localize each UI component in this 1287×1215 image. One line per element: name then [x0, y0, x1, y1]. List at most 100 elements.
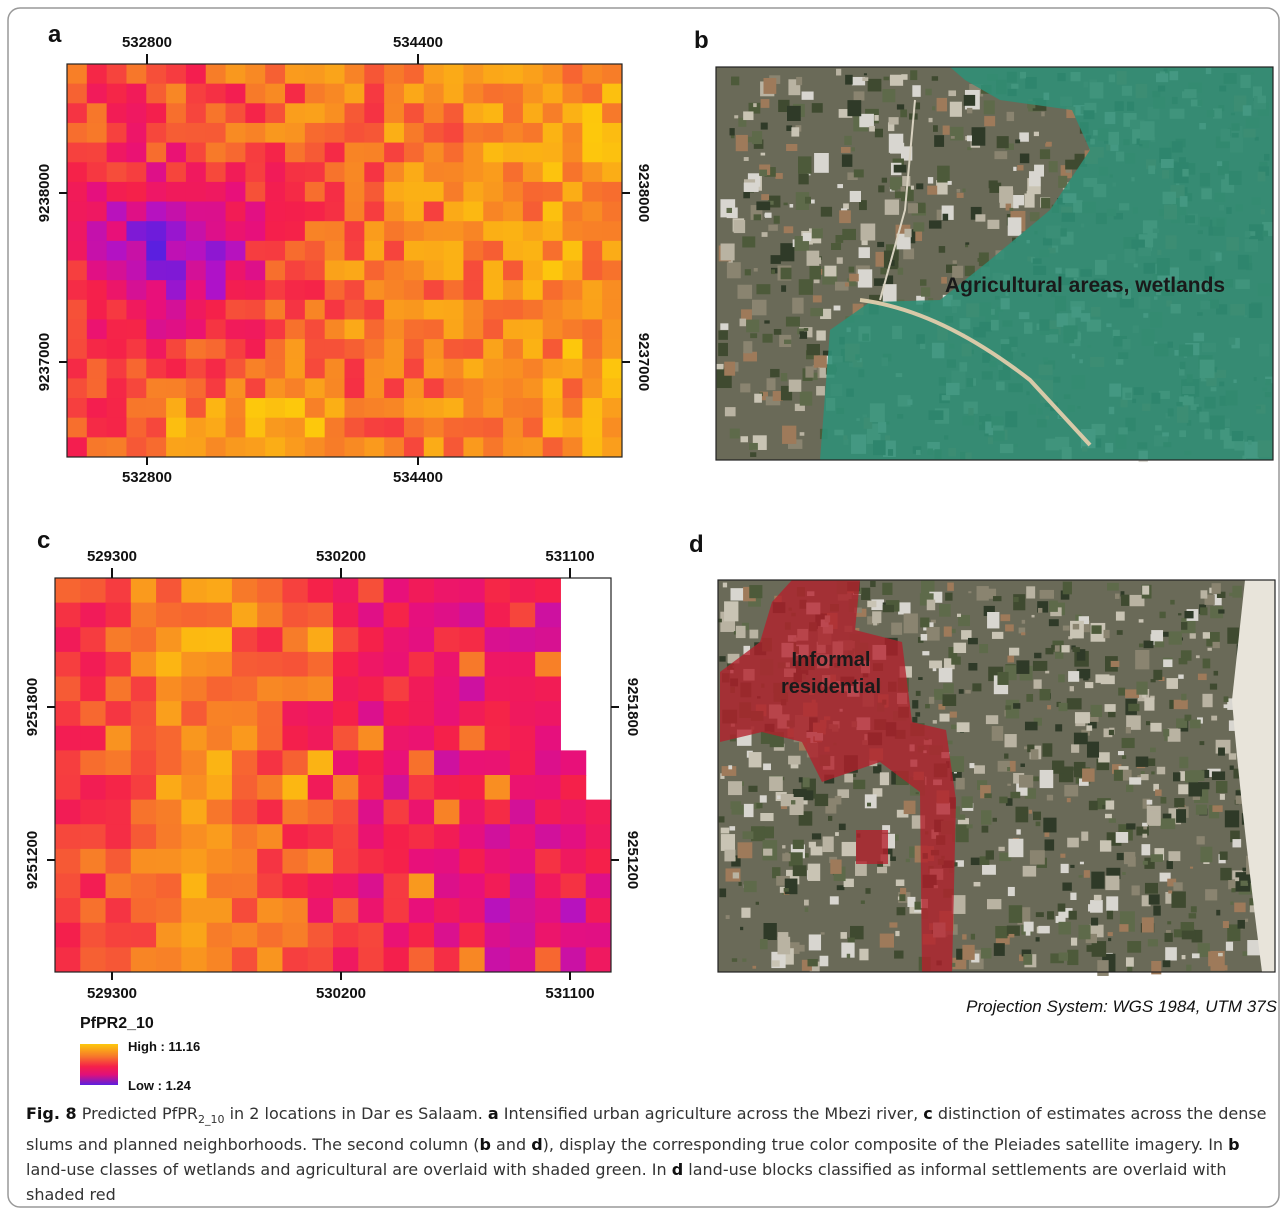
raster-cell [166, 398, 186, 418]
imagery-texture [1200, 607, 1207, 615]
raster-cell [523, 64, 543, 84]
imagery-texture [839, 210, 851, 223]
imagery-texture [1184, 611, 1193, 618]
imagery-texture [956, 778, 965, 790]
raster-cell [523, 162, 543, 182]
raster-cell [107, 319, 127, 339]
raster-cell [384, 849, 410, 874]
raster-cell [126, 378, 146, 398]
imagery-texture [967, 108, 972, 113]
raster-cell [384, 750, 410, 775]
raster-cell [444, 182, 464, 202]
imagery-texture [861, 588, 870, 600]
imagery-texture [775, 173, 782, 179]
raster-cell [444, 123, 464, 143]
raster-cell [245, 378, 265, 398]
imagery-texture [1235, 877, 1239, 881]
raster-cell [384, 726, 410, 751]
imagery-texture [718, 330, 728, 339]
imagery-texture [925, 704, 930, 708]
raster-cell [181, 947, 207, 972]
imagery-texture [1010, 792, 1020, 798]
page: a b c d Agricultural areas, wetlands Inf… [0, 0, 1287, 1215]
raster-cell [181, 701, 207, 726]
imagery-texture [1109, 730, 1114, 735]
imagery-texture [939, 714, 949, 722]
imagery-texture [962, 796, 973, 808]
imagery-texture [1005, 705, 1011, 709]
imagery-texture [734, 220, 746, 233]
raster-cell [308, 578, 334, 603]
imagery-texture [791, 127, 799, 136]
raster-cell [181, 750, 207, 775]
raster-cell [485, 652, 511, 677]
imagery-texture [760, 795, 767, 802]
imagery-texture [804, 900, 809, 906]
raster-cell [463, 339, 483, 359]
imagery-texture [1122, 738, 1135, 748]
imagery-texture [1091, 705, 1102, 717]
raster-cell [206, 103, 226, 123]
raster-cell [107, 300, 127, 320]
imagery-texture [1186, 965, 1191, 971]
imagery-texture [1009, 208, 1013, 211]
raster-cell [560, 898, 586, 923]
imagery-texture [874, 115, 878, 121]
raster-cell [582, 202, 602, 222]
raster-cell [265, 64, 285, 84]
imagery-texture [1181, 622, 1187, 630]
imagery-texture [725, 407, 736, 416]
raster-cell [207, 627, 233, 652]
raster-cell [345, 300, 365, 320]
raster-cell [333, 800, 359, 825]
raster-cell [404, 64, 424, 84]
raster-cell [384, 874, 410, 899]
imagery-texture [912, 717, 917, 723]
raster-cell [485, 800, 511, 825]
raster-cell [523, 261, 543, 281]
imagery-texture [896, 880, 905, 886]
imagery-texture [951, 725, 957, 729]
imagery-texture [916, 183, 923, 189]
imagery-texture [951, 136, 955, 139]
imagery-texture [843, 203, 849, 209]
imagery-texture [1080, 862, 1084, 865]
raster-cell [305, 103, 325, 123]
raster-cell [80, 726, 106, 751]
raster-cell [207, 750, 233, 775]
raster-cell [282, 652, 308, 677]
imagery-texture [939, 668, 953, 682]
imagery-texture [986, 850, 994, 859]
raster-cell [186, 261, 206, 281]
raster-cell [463, 280, 483, 300]
raster-cell [308, 800, 334, 825]
imagery-texture [743, 111, 753, 120]
imagery-texture [811, 846, 823, 855]
raster-cell [345, 241, 365, 261]
raster-cell [131, 800, 157, 825]
raster-cell [146, 202, 166, 222]
raster-cell [131, 874, 157, 899]
imagery-texture [1116, 612, 1125, 621]
raster-cell [345, 84, 365, 104]
raster-cell [181, 849, 207, 874]
imagery-texture [1129, 777, 1141, 784]
imagery-texture [1218, 609, 1224, 613]
imagery-texture [1178, 613, 1181, 615]
raster-cell [523, 319, 543, 339]
raster-cell [166, 64, 186, 84]
imagery-texture [965, 242, 969, 244]
raster-cell [535, 726, 561, 751]
raster-cell [424, 378, 444, 398]
raster-cell [282, 578, 308, 603]
imagery-texture [968, 638, 978, 644]
raster-cell [107, 280, 127, 300]
imagery-texture [1020, 764, 1024, 767]
imagery-texture [999, 797, 1007, 804]
raster-cell [543, 437, 563, 457]
imagery-texture [761, 99, 770, 108]
imagery-texture [898, 268, 903, 275]
imagery-texture [1055, 724, 1062, 731]
raster-cell [305, 378, 325, 398]
figure: a b c d Agricultural areas, wetlands Inf… [0, 0, 1287, 1215]
